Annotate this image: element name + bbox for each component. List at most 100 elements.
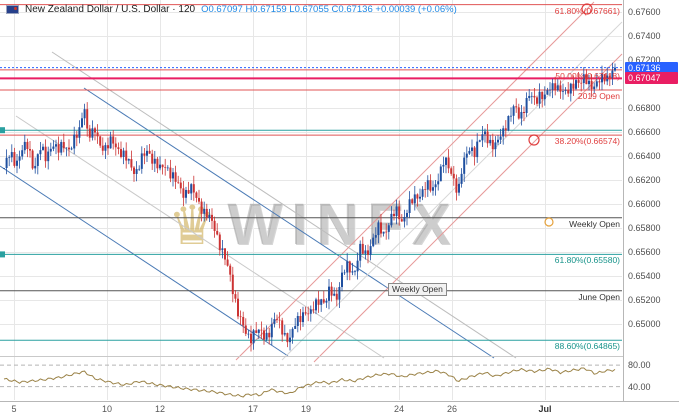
candle-body [112,136,115,144]
candle-body [296,316,299,326]
time-axis-label: 17 [247,404,259,414]
pane-separator[interactable] [0,356,623,357]
candle-body [598,81,601,83]
annotation-circle[interactable] [528,134,540,146]
falling-channel-outer-gray[interactable] [51,51,517,359]
candle-body [211,214,213,221]
candle-body [247,333,250,335]
candle-body [400,219,403,222]
candle-body [21,150,24,157]
rising-channel-upper-red[interactable] [235,1,595,361]
current-price-label[interactable]: 0.67136 [625,61,678,74]
candle-body [268,332,271,338]
candle-body [582,74,585,84]
candle-body [276,319,278,320]
candle-body [216,230,219,235]
candle-body [244,325,247,334]
candle-body [588,80,590,85]
candle-body [81,118,83,128]
candle-body [494,142,497,150]
candle-body [312,309,315,311]
candle-body [322,299,325,303]
price-axis[interactable]: 0.67600 0.67400 0.67200 0.66800 0.66600 0.664… [623,0,679,415]
candle-body [450,168,453,174]
candle-body [60,142,63,153]
candle-body [192,184,195,193]
candle-body [257,329,260,333]
candle-body [174,172,177,182]
falling-channel-mid-gray[interactable] [15,115,385,359]
candle-body [614,67,616,71]
candle-body [65,147,68,149]
candle-body [486,131,489,144]
candle-body [491,139,494,150]
candle-body [140,153,143,169]
candle-body [533,95,536,98]
candle-body [452,173,455,179]
candle-body [359,243,362,261]
rising-channel-lower-red[interactable] [313,53,623,363]
candle-body [164,167,167,168]
candle-body [304,312,307,314]
candle-body [572,83,575,89]
price-axis-label: 0.65000 [628,318,661,329]
candle-body [515,106,518,108]
candle-body [224,248,226,260]
candle-body [31,150,34,169]
candle-body [278,319,281,321]
time-axis-label: 12 [154,404,166,414]
line-handle[interactable] [0,127,5,134]
rising-line-gray[interactable] [281,21,623,361]
falling-channel-upper-blue[interactable] [83,87,495,359]
candle-body [291,328,294,338]
candle-body [161,164,164,168]
annotation-circle[interactable] [581,3,593,15]
falling-channel-lower-blue[interactable] [0,165,289,357]
candle-body [549,89,551,91]
candle-body [55,144,57,147]
candle-body [182,188,185,198]
time-axis-label: 24 [393,404,405,414]
symbol-title[interactable]: New Zealand Dollar / U.S. Dollar · 120 [25,4,196,15]
candle-body [512,106,515,116]
candle-body [109,136,112,149]
candle-body [289,337,291,343]
price-axis-label: 0.65600 [628,246,661,257]
candle-body [13,152,16,166]
candle-body [127,159,130,161]
candle-body [3,168,5,169]
candle-body [177,181,180,183]
price-axis-label: 0.67200 [628,54,661,65]
candle-body [348,261,351,273]
candle-body [468,150,471,154]
line-handle[interactable] [0,251,5,258]
candle-body [114,143,117,148]
candle-body [354,271,356,273]
candle-body [195,192,198,198]
candle-body [208,214,211,218]
candle-body [156,158,159,169]
candle-body [335,293,338,300]
candle-body [5,157,8,168]
selected-line-price-label[interactable]: 0.67047 [625,72,678,85]
candle-body [608,75,611,79]
candle-body [44,146,47,162]
candle-body [481,134,484,141]
price-axis-label: 0.65200 [628,294,661,305]
candle-body [49,148,52,152]
candle-body [471,147,473,151]
legend[interactable]: New Zealand Dollar / U.S. Dollar · 120 O… [6,4,457,15]
candle-body [530,95,533,97]
candle-body [421,189,424,197]
time-axis[interactable]: 5 10 12 17 19 24 26 Jul [0,401,679,415]
annotation-circle[interactable] [544,217,554,227]
candle-body [179,182,182,189]
candle-body [26,141,29,150]
candle-body [413,194,416,204]
candle-body [39,150,42,155]
candle-body [294,325,297,329]
candle-body [70,148,73,150]
